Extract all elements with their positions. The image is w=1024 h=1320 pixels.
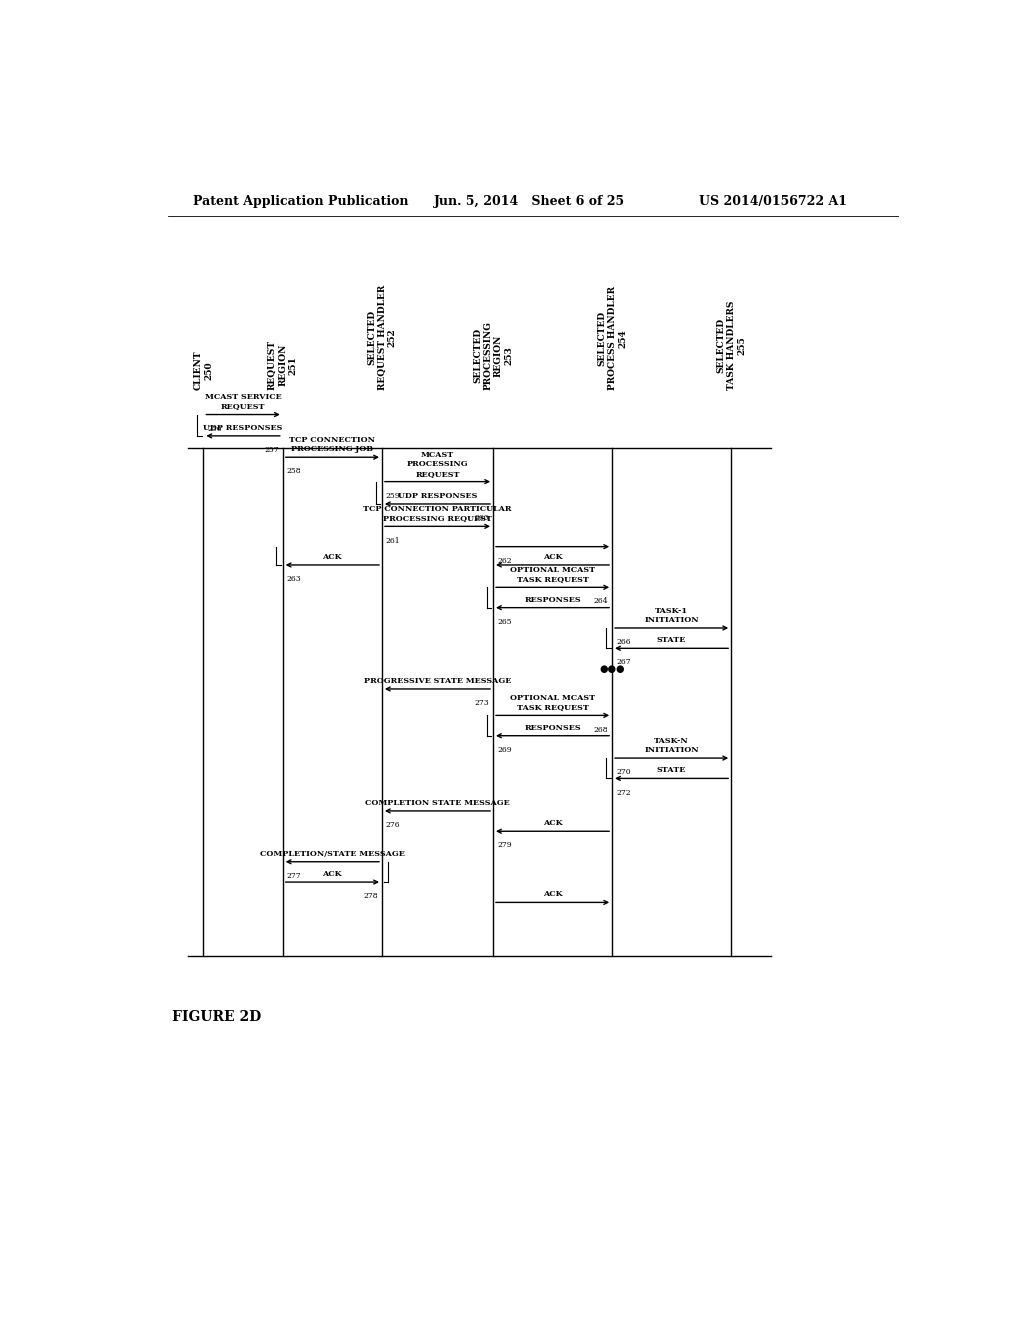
- Text: 266: 266: [616, 638, 631, 647]
- Text: TCP CONNECTION
PROCESSING JOB: TCP CONNECTION PROCESSING JOB: [290, 436, 376, 453]
- Text: 258: 258: [287, 467, 301, 475]
- Text: 264: 264: [594, 598, 608, 606]
- Text: SELECTED
TASK HANDLERS
255: SELECTED TASK HANDLERS 255: [716, 301, 746, 391]
- Text: ACK: ACK: [543, 890, 562, 899]
- Text: OPTIONAL MCAST
TASK REQUEST: OPTIONAL MCAST TASK REQUEST: [510, 694, 595, 711]
- Text: SELECTED
PROCESSING
REGION
253: SELECTED PROCESSING REGION 253: [473, 321, 513, 391]
- Text: 267: 267: [616, 659, 631, 667]
- Text: ACK: ACK: [543, 553, 562, 561]
- Text: 269: 269: [497, 746, 512, 754]
- Text: 265: 265: [497, 618, 512, 626]
- Text: 257: 257: [264, 446, 279, 454]
- Text: 260: 260: [474, 515, 489, 523]
- Text: TASK-1
INITIATION: TASK-1 INITIATION: [644, 607, 699, 624]
- Text: SELECTED
REQUEST HANDLER
252: SELECTED REQUEST HANDLER 252: [367, 285, 397, 391]
- Text: TCP CONNECTION PARTICULAR
PROCESSING REQUEST: TCP CONNECTION PARTICULAR PROCESSING REQ…: [364, 506, 512, 523]
- Text: 263: 263: [287, 576, 301, 583]
- Text: CLIENT
250: CLIENT 250: [194, 351, 213, 391]
- Text: 273: 273: [474, 700, 489, 708]
- Text: OPTIONAL MCAST
TASK REQUEST: OPTIONAL MCAST TASK REQUEST: [510, 566, 595, 583]
- Text: COMPLETION STATE MESSAGE: COMPLETION STATE MESSAGE: [366, 799, 510, 807]
- Text: 262: 262: [497, 557, 512, 565]
- Text: US 2014/0156722 A1: US 2014/0156722 A1: [699, 194, 848, 207]
- Text: 259: 259: [386, 492, 400, 500]
- Text: TASK-N
INITIATION: TASK-N INITIATION: [644, 737, 699, 754]
- Text: Patent Application Publication: Patent Application Publication: [194, 194, 409, 207]
- Text: RESPONSES: RESPONSES: [524, 723, 581, 731]
- Text: ●●●: ●●●: [599, 664, 625, 673]
- Text: ACK: ACK: [323, 553, 342, 561]
- Text: STATE: STATE: [657, 636, 686, 644]
- Text: MCAST SERVICE
REQUEST: MCAST SERVICE REQUEST: [205, 393, 282, 411]
- Text: MCAST
PROCESSING
REQUEST: MCAST PROCESSING REQUEST: [407, 451, 468, 478]
- Text: SELECTED
PROCESS HANDLER
254: SELECTED PROCESS HANDLER 254: [597, 286, 627, 391]
- Text: 261: 261: [386, 536, 400, 545]
- Text: STATE: STATE: [657, 767, 686, 775]
- Text: 268: 268: [594, 726, 608, 734]
- Text: 279: 279: [497, 841, 512, 850]
- Text: UDP RESPONSES: UDP RESPONSES: [204, 424, 283, 432]
- Text: 277: 277: [287, 873, 301, 880]
- Text: UDP RESPONSES: UDP RESPONSES: [397, 492, 477, 500]
- Text: COMPLETION/STATE MESSAGE: COMPLETION/STATE MESSAGE: [260, 850, 404, 858]
- Text: 270: 270: [616, 768, 631, 776]
- Text: ACK: ACK: [323, 870, 342, 878]
- Text: FIGURE 2D: FIGURE 2D: [172, 1010, 261, 1024]
- Text: REQUEST
REGION
251: REQUEST REGION 251: [268, 341, 298, 391]
- Text: ACK: ACK: [543, 820, 562, 828]
- Text: RESPONSES: RESPONSES: [524, 595, 581, 603]
- Text: 272: 272: [616, 788, 631, 796]
- Text: PROGRESSIVE STATE MESSAGE: PROGRESSIVE STATE MESSAGE: [364, 677, 511, 685]
- Text: Jun. 5, 2014   Sheet 6 of 25: Jun. 5, 2014 Sheet 6 of 25: [433, 194, 625, 207]
- Text: 276: 276: [386, 821, 400, 829]
- Text: 278: 278: [364, 892, 378, 900]
- Text: 256: 256: [207, 425, 222, 433]
